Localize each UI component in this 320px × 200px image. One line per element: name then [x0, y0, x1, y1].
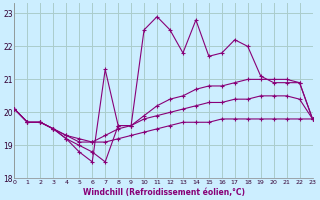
X-axis label: Windchill (Refroidissement éolien,°C): Windchill (Refroidissement éolien,°C) — [83, 188, 244, 197]
